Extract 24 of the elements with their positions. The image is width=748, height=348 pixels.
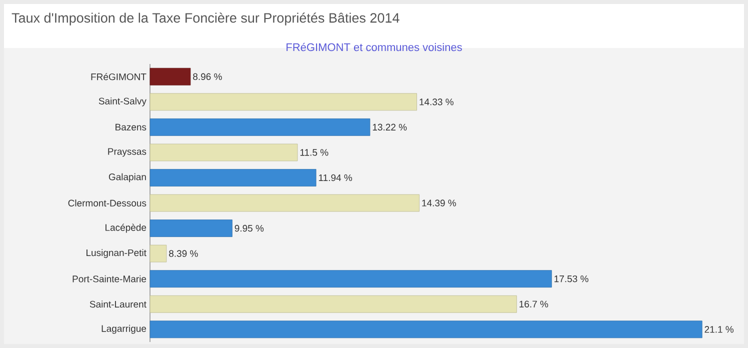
y-tick-label: Prayssas (108, 148, 146, 157)
y-tick-label: Port-Sainte-Marie (72, 275, 146, 282)
data-label: 13.22 % (372, 124, 407, 131)
chart-subtitle: FRéGIMONT et communes voisines (286, 42, 462, 52)
y-tick-label: FRéGIMONT (91, 73, 146, 80)
data-label: 14.33 % (420, 98, 454, 106)
data-label: 17.53 % (554, 275, 588, 282)
data-label: 11.5 % (300, 149, 328, 156)
y-tick-label: Clermont-Dessous (68, 200, 146, 206)
data-label: 16.7 % (520, 300, 548, 308)
y-tick-label: Bazens (116, 124, 146, 130)
data-label: 9.95 % (234, 224, 264, 232)
y-tick-label: Saint-Salvy (98, 97, 146, 106)
y-tick-label: Saint-Laurent (90, 300, 146, 308)
y-tick-label: Lacépède (106, 224, 146, 233)
chart-title: Taux d'Imposition de la Taxe Foncière sur Propriétés Bâties 2014 (12, 12, 400, 26)
y-tick-label: Lusignan-Petit (86, 249, 146, 258)
data-label: 14.39 % (422, 200, 456, 206)
data-label: 11.94 % (318, 174, 352, 182)
data-label: 8.96 % (193, 73, 222, 80)
data-label: 8.39 % (169, 250, 198, 257)
data-label: 21.1 % (704, 326, 734, 333)
y-tick-label: Lagarrigue (102, 324, 146, 334)
y-tick-label: Galapian (108, 173, 146, 182)
